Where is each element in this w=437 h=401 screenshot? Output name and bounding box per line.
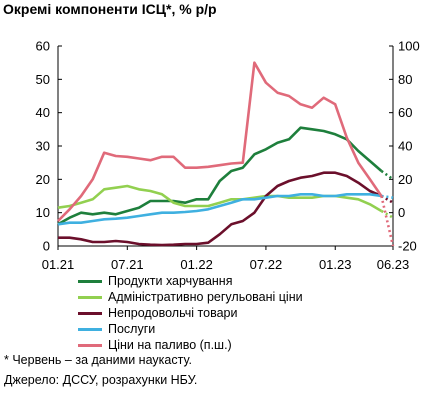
legend-label-food: Продукти харчування [108, 274, 233, 288]
series-nonfood-line [58, 171, 382, 247]
series-administered-nowcast-segment [380, 209, 394, 219]
left-tick-label: 20 [36, 172, 50, 187]
series-food-nowcast-segment [380, 169, 394, 181]
right-tick-label: 40 [398, 139, 412, 154]
legend-label-services: Послуги [108, 322, 156, 336]
x-tick-label: 01.22 [180, 257, 213, 272]
legend-item-food: Продукти харчування [78, 273, 232, 289]
series-services-nowcast-segment [381, 194, 394, 199]
series-nonfood-nowcast-segment [380, 194, 394, 204]
x-tick-label: 06.23 [377, 257, 410, 272]
x-tick-label: 01.21 [42, 257, 75, 272]
right-tick-label: 0 [398, 205, 405, 220]
x-tick-label: 07.21 [111, 257, 144, 272]
right-tick-label: 80 [398, 72, 412, 87]
left-tick-label: 50 [36, 72, 50, 87]
legend-item-nonfood: Непродовольчі товари [78, 305, 237, 321]
x-tick-label: 07.22 [250, 257, 283, 272]
series-fuel-nowcast-segment [380, 195, 395, 247]
legend-swatch-fuel [78, 343, 102, 347]
right-tick-label: 100 [398, 39, 420, 54]
legend-label-administered: Адміністративно регульовані ціни [108, 290, 303, 304]
chart-plot: 0 10 20 30 40 50 60 -20 0 20 40 60 80 100 01.21 07.21 01… [36, 39, 420, 273]
series-fuel-line [57, 61, 383, 222]
footnote: * Червень – за даними наукасту. [4, 353, 192, 367]
left-tick-label: 30 [36, 139, 50, 154]
right-tick-label: 60 [398, 105, 412, 120]
left-tick-label: 40 [36, 105, 50, 120]
left-tick-label: 10 [36, 205, 50, 220]
series-services-line [57, 193, 382, 226]
left-tick-label: 60 [36, 39, 50, 54]
legend-item-services: Послуги [78, 321, 155, 337]
series-food-line [57, 126, 383, 226]
legend-item-fuel: Ціни на паливо (п.ш.) [78, 337, 232, 353]
source-note: Джерело: ДССУ, розрахунки НБУ. [4, 373, 198, 387]
right-tick-label: -20 [398, 239, 417, 254]
legend-item-administered: Адміністративно регульовані ціни [78, 289, 303, 305]
chart-title: Окремі компоненти ІСЦ*, % р/р [3, 1, 217, 17]
x-tick-label: 01.23 [319, 257, 352, 272]
legend-swatch-nonfood [78, 311, 102, 315]
legend-label-fuel: Ціни на паливо (п.ш.) [108, 338, 232, 352]
legend-label-nonfood: Непродовольчі товари [108, 306, 238, 320]
left-tick-label: 0 [43, 239, 50, 254]
legend-swatch-food [78, 279, 102, 283]
right-tick-label: 20 [398, 172, 412, 187]
legend-swatch-services [78, 327, 102, 331]
legend-swatch-administered [78, 295, 102, 299]
